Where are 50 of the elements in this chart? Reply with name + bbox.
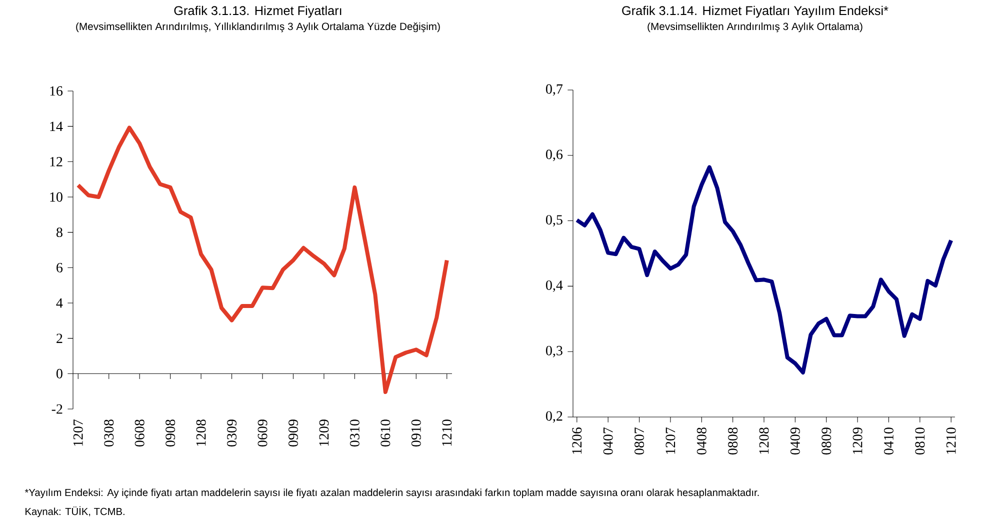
x-tick-label: 0910 — [411, 420, 421, 447]
x-tick-label: 0310 — [350, 420, 360, 447]
y-tick-label: 0,4 — [546, 280, 563, 292]
x-tick-label: 1207 — [73, 419, 83, 446]
x-tick-label: 0409 — [790, 428, 800, 455]
y-tick-label: 6 — [56, 262, 63, 272]
x-tick-label: 0809 — [822, 428, 832, 455]
x-tick-label: 1207 — [666, 427, 676, 454]
y-tick-label: 4 — [56, 298, 63, 308]
chart-title: Grafik 3.1.14. Hizmet Fiyatları Yayılım Endeksi* — [622, 6, 888, 18]
x-tick-label: 0610 — [380, 420, 390, 447]
y-tick-label: 10 — [50, 192, 62, 202]
chart-title: Grafik 3.1.13. Hizmet Fiyatları — [174, 6, 342, 18]
y-tick-label: 2 — [56, 334, 62, 343]
y-tick-label: -2 — [52, 404, 62, 414]
x-tick-label: 0808 — [728, 428, 738, 455]
x-tick-label: 0308 — [104, 420, 114, 447]
x-tick-label: 1210 — [946, 428, 956, 454]
y-tick-label: 0,5 — [546, 215, 562, 227]
x-tick-label: 0909 — [288, 420, 298, 447]
y-tick-label: 0 — [56, 368, 62, 378]
x-tick-label: 1209 — [852, 428, 862, 454]
y-tick-label: 0,6 — [546, 150, 563, 162]
chart-subtitle: (Mevsimsellikten Arındırılmış, Yıllıklandırılmış 3 Aylık Ortalama Yüzde Değişim) — [76, 22, 440, 32]
y-tick-label: 0,2 — [546, 411, 562, 423]
x-tick-label: 1206 — [572, 427, 582, 454]
y-tick-label: 8 — [56, 228, 62, 238]
text: Kaynak: TÜİK, TCMB. — [26, 506, 124, 518]
line-series — [574, 165, 954, 375]
x-tick-label: 0608 — [134, 420, 144, 447]
x-tick-label: 1208 — [759, 428, 769, 454]
x-tick-label: 0810 — [915, 428, 925, 455]
y-tick-label: 14 — [50, 122, 63, 131]
x-tick-label: 0407 — [603, 427, 613, 455]
x-tick-label: 1209 — [319, 420, 329, 446]
line-series — [76, 126, 449, 394]
y-tick-label: 12 — [50, 157, 62, 166]
x-tick-label: 0807 — [634, 427, 644, 455]
x-tick-label: 1210 — [442, 420, 452, 446]
x-tick-label: 1208 — [196, 420, 206, 446]
x-tick-label: 0309 — [227, 420, 237, 447]
y-tick-label: 0,7 — [546, 84, 563, 96]
x-tick-label: 0410 — [884, 428, 894, 455]
text: *Yayılım Endeksi: Ay içinde fiyatı artan maddelerin sayısı ile fiyatı azalan maddelerin sayısı arasındaki farkın toplam madde sayısına oranı olarak hesaplanmaktadır. — [24, 488, 759, 498]
x-tick-label: 0609 — [258, 420, 268, 447]
x-tick-label: 0408 — [696, 428, 706, 455]
chart-subtitle: (Mevsimsellikten Arındırılmış 3 Aylık Ortalama) — [648, 22, 862, 32]
y-tick-label: 0,3 — [546, 346, 562, 358]
x-tick-label: 0908 — [166, 420, 176, 447]
y-tick-label: 16 — [50, 86, 63, 96]
